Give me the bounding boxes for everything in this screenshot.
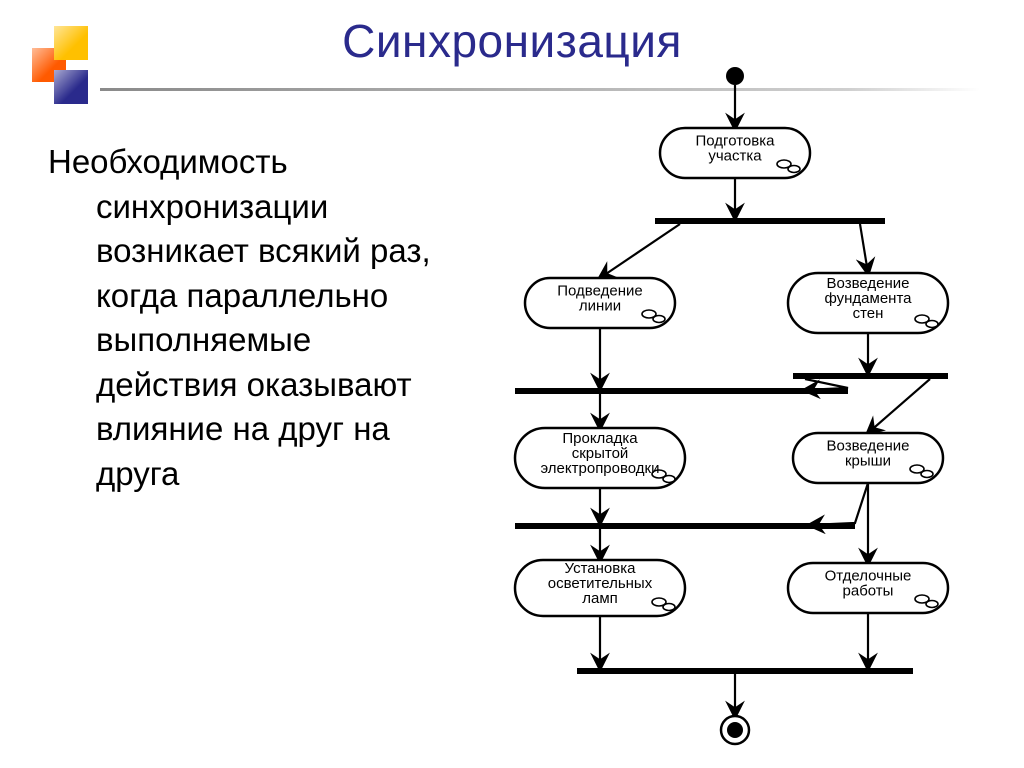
svg-text:участка: участка [708,148,762,165]
activity-lamps: Установкаосветительныхламп [515,560,685,616]
sync-bar-join_lamps [515,523,855,529]
flow-arrow [868,379,930,433]
svg-text:ламп: ламп [582,590,618,607]
flow-arrow [810,483,868,525]
sync-bar-fork2 [793,373,948,379]
activity-diagram: Подготовкаучастка Подведениелинии Возведен… [470,58,1000,758]
activity-finish: Отделочныеработы [788,563,948,613]
activity-prep: Подготовкаучастка [660,128,810,178]
svg-text:электропроводки: электропроводки [540,460,659,477]
body-paragraph: Необходимость синхронизации возникает вс… [48,140,458,496]
sync-bar-fork1 [655,218,885,224]
body-first-line: Необходимость [48,140,458,185]
flow-arrow [600,224,680,278]
svg-text:работы: работы [843,583,894,600]
activity-roof: Возведениекрыши [793,433,943,483]
svg-text:линии: линии [579,298,621,315]
sync-bar-join_wiring [515,388,848,394]
end-node-dot [727,722,743,738]
svg-text:стен: стен [853,305,884,322]
activity-wiring: Прокладкаскрытойэлектропроводки [515,428,685,488]
activity-found: Возведениефундаментастен [788,273,948,333]
start-node [726,67,744,85]
slide: Синхронизация Необходимость синхронизаци… [0,0,1024,768]
sync-bar-join_final [577,668,913,674]
activity-lines: Подведениелинии [525,278,675,328]
svg-text:крыши: крыши [845,453,891,470]
flow-arrow [860,224,868,273]
body-rest: синхронизации возникает всякий раз, когд… [48,185,458,497]
